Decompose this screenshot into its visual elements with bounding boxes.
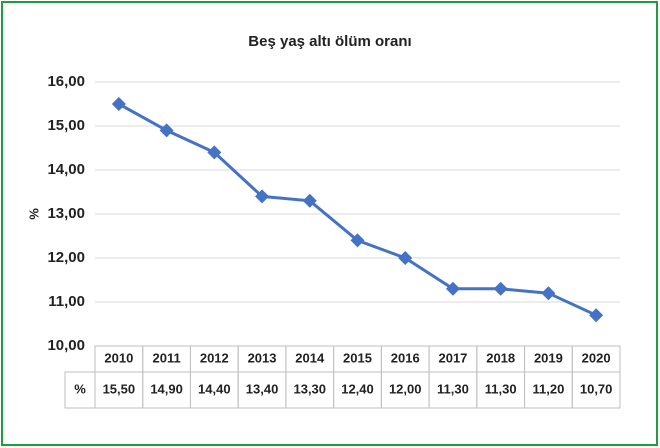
x-tick-label: 2010 — [104, 350, 133, 365]
data-label: 11,20 — [532, 381, 564, 396]
x-tick-label: 2011 — [152, 350, 180, 365]
y-tick-label: 11,00 — [48, 293, 85, 310]
y-tick-label: 13,00 — [47, 205, 85, 222]
x-tick-label: 2020 — [582, 350, 611, 365]
data-label: 14,40 — [198, 381, 231, 396]
data-point — [350, 233, 365, 248]
data-label: 13,40 — [246, 381, 279, 396]
data-point — [398, 251, 413, 265]
x-tick-label: 2019 — [534, 350, 563, 365]
legend-label: % — [74, 381, 86, 396]
y-tick-label: 16,00 — [47, 73, 85, 90]
data-label: 11,30 — [485, 381, 517, 396]
data-point — [589, 308, 604, 323]
data-point — [159, 123, 174, 138]
data-point — [541, 286, 556, 301]
x-tick-label: 2017 — [438, 350, 467, 365]
x-tick-label: 2014 — [295, 350, 325, 365]
table-cell — [571, 371, 621, 409]
y-tick-label: 10,00 — [47, 337, 85, 354]
data-label: 13,30 — [293, 381, 326, 396]
data-label: 12,00 — [389, 381, 422, 396]
y-tick-label: 12,00 — [47, 249, 85, 266]
x-tick-label: 2015 — [343, 350, 372, 365]
data-point — [302, 193, 317, 208]
data-label: 12,40 — [341, 381, 374, 396]
data-label: 15,50 — [103, 381, 136, 396]
y-tick-label: 14,00 — [47, 161, 85, 178]
x-tick-label: 2013 — [248, 350, 277, 365]
data-point — [445, 281, 460, 296]
y-tick-label: 15,00 — [47, 117, 85, 134]
data-point — [493, 281, 508, 296]
y-axis-title: % — [26, 208, 41, 220]
data-point — [255, 189, 270, 204]
data-label: 10,70 — [580, 381, 613, 396]
data-point — [111, 97, 126, 111]
x-tick-label: 2012 — [200, 350, 229, 365]
chart-title: Beş yaş altı ölüm oranı — [248, 33, 411, 50]
data-label: 11,30 — [437, 381, 469, 396]
x-tick-label: 2016 — [391, 350, 420, 365]
data-point — [207, 145, 222, 160]
x-tick-label: 2018 — [486, 350, 515, 365]
data-label: 14,90 — [150, 381, 183, 396]
